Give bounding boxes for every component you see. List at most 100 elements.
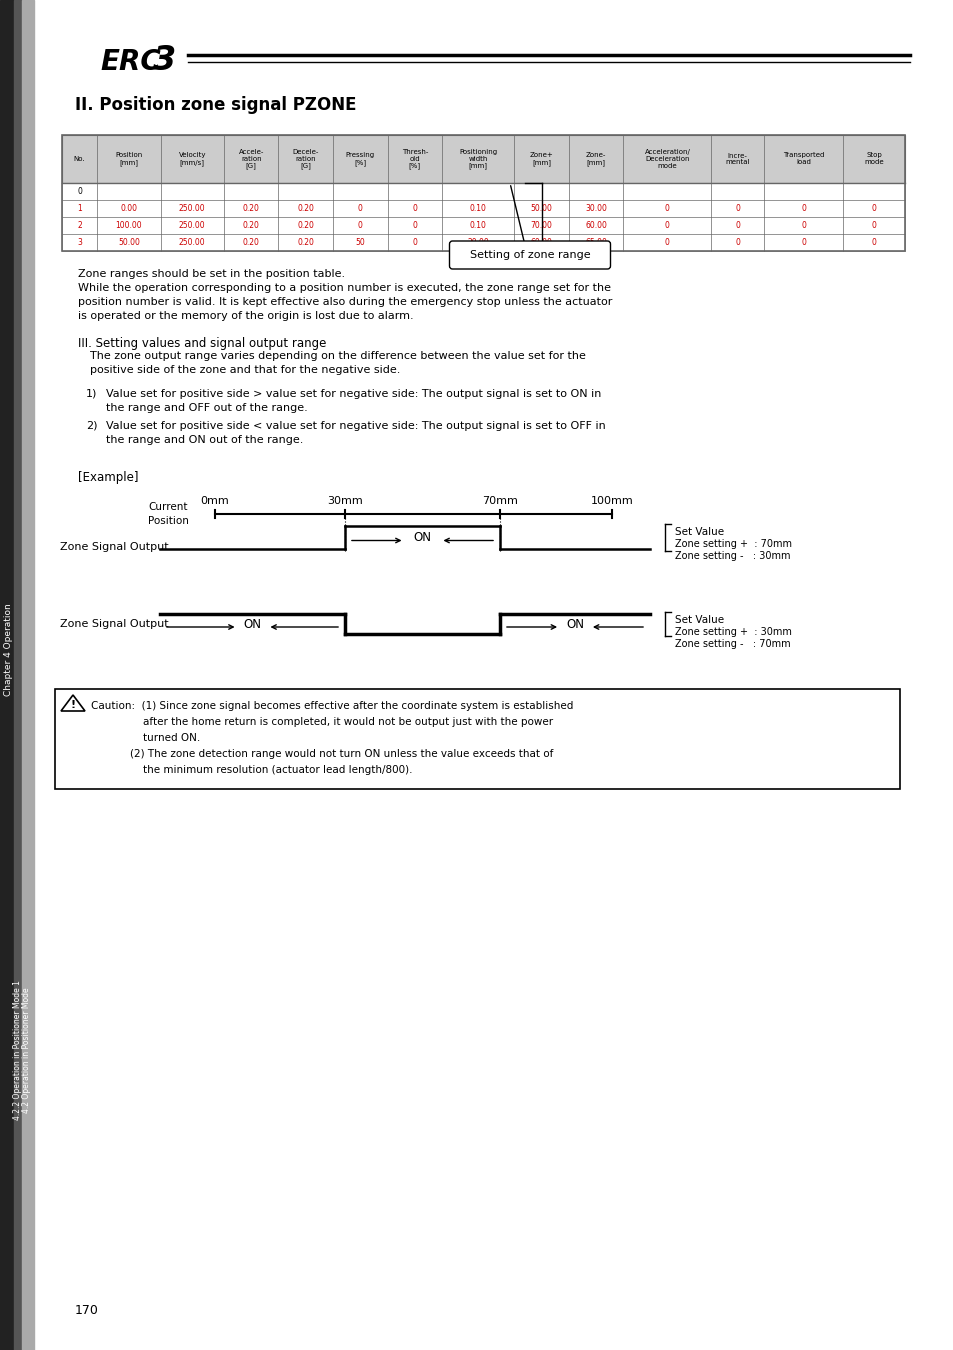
Polygon shape [61, 695, 85, 711]
Text: Chapter 4 Operation: Chapter 4 Operation [5, 603, 13, 697]
Text: Zone setting +  : 30mm: Zone setting + : 30mm [675, 626, 791, 637]
Bar [62, 135, 904, 184]
Text: 0: 0 [412, 221, 416, 230]
Text: ERC: ERC [100, 49, 161, 76]
Text: Pressing
[%]: Pressing [%] [345, 153, 375, 166]
Bar [62, 217, 904, 234]
Text: Velocity
[mm/s]: Velocity [mm/s] [178, 153, 206, 166]
Text: ON: ON [243, 617, 261, 630]
Bar [0, 0, 14, 1350]
Text: 2): 2) [86, 421, 97, 431]
Text: 0.20: 0.20 [297, 221, 314, 230]
Text: 30mm: 30mm [327, 495, 362, 506]
Text: 0: 0 [871, 238, 876, 247]
Text: 0: 0 [357, 204, 362, 213]
Text: 70.00: 70.00 [530, 221, 552, 230]
Text: 3: 3 [152, 43, 176, 77]
Text: Zone setting +  : 70mm: Zone setting + : 70mm [675, 539, 791, 549]
Text: after the home return is completed, it would not be output just with the power: after the home return is completed, it w… [91, 717, 553, 728]
Text: 0: 0 [664, 221, 669, 230]
Text: 0.10: 0.10 [469, 221, 486, 230]
Text: 0.20: 0.20 [297, 238, 314, 247]
Text: 0: 0 [664, 238, 669, 247]
Text: the range and ON out of the range.: the range and ON out of the range. [106, 435, 303, 446]
Text: Set Value: Set Value [675, 526, 723, 537]
Text: III. Setting values and signal output range: III. Setting values and signal output ra… [78, 338, 326, 350]
Text: Incre-
mental: Incre- mental [725, 153, 749, 166]
Text: 0mm: 0mm [200, 495, 229, 506]
Text: ON: ON [413, 531, 431, 544]
Text: 60.00: 60.00 [584, 221, 606, 230]
Text: II. Position zone signal PZONE: II. Position zone signal PZONE [75, 96, 356, 113]
Text: is operated or the memory of the origin is lost due to alarm.: is operated or the memory of the origin … [78, 310, 414, 321]
Text: 0.00: 0.00 [120, 204, 137, 213]
Text: ON: ON [565, 617, 583, 630]
Text: The zone output range varies depending on the difference between the value set f: The zone output range varies depending o… [90, 351, 585, 360]
Text: Positioning
width
[mm]: Positioning width [mm] [458, 148, 497, 169]
Text: 0: 0 [664, 204, 669, 213]
Text: position number is valid. It is kept effective also during the emergency stop un: position number is valid. It is kept eff… [78, 297, 612, 306]
Text: Current
Position: Current Position [148, 502, 189, 526]
Text: 250.00: 250.00 [179, 221, 205, 230]
Text: 30.00: 30.00 [584, 204, 606, 213]
Text: the minimum resolution (actuator lead length/800).: the minimum resolution (actuator lead le… [91, 765, 412, 775]
Text: 100.00: 100.00 [115, 221, 142, 230]
Text: Acceleration/
Deceleration
mode: Acceleration/ Deceleration mode [644, 148, 690, 169]
Text: Transported
load: Transported load [782, 153, 823, 166]
Text: Thresh-
old
[%]: Thresh- old [%] [401, 148, 428, 169]
Text: 20.00: 20.00 [467, 238, 489, 247]
Text: Setting of zone range: Setting of zone range [469, 250, 590, 261]
Bar [62, 135, 904, 251]
Text: Zone+
[mm]: Zone+ [mm] [529, 153, 553, 166]
Text: Zone setting -   : 30mm: Zone setting - : 30mm [675, 551, 790, 562]
Text: 1: 1 [77, 204, 82, 213]
Text: 0.20: 0.20 [242, 221, 259, 230]
Text: positive side of the zone and that for the negative side.: positive side of the zone and that for t… [90, 364, 400, 375]
Text: Stop
mode: Stop mode [863, 153, 883, 166]
Text: Set Value: Set Value [675, 616, 723, 625]
Text: 0: 0 [735, 221, 740, 230]
Text: Accele-
ration
[G]: Accele- ration [G] [238, 148, 264, 169]
Bar [62, 200, 904, 217]
Text: 0: 0 [412, 238, 416, 247]
Text: 0.10: 0.10 [469, 204, 486, 213]
Bar [62, 234, 904, 251]
Text: 60.00: 60.00 [530, 238, 552, 247]
Text: 0: 0 [801, 204, 805, 213]
Text: 170: 170 [75, 1304, 99, 1316]
Text: 0: 0 [801, 238, 805, 247]
Text: 100mm: 100mm [590, 495, 633, 506]
Text: 1): 1) [86, 389, 97, 400]
Text: 0.20: 0.20 [297, 204, 314, 213]
Text: 2: 2 [77, 221, 82, 230]
Text: 0: 0 [735, 238, 740, 247]
Text: While the operation corresponding to a position number is executed, the zone ran: While the operation corresponding to a p… [78, 284, 610, 293]
Text: 0: 0 [735, 204, 740, 213]
Text: 0: 0 [801, 221, 805, 230]
Text: 50.00: 50.00 [530, 204, 552, 213]
Text: Zone Signal Output: Zone Signal Output [60, 620, 169, 629]
Text: Zone-
[mm]: Zone- [mm] [585, 153, 606, 166]
Text: Value set for positive side > value set for negative side: The output signal is : Value set for positive side > value set … [106, 389, 600, 400]
Text: the range and OFF out of the range.: the range and OFF out of the range. [106, 404, 308, 413]
Text: 70mm: 70mm [481, 495, 517, 506]
Text: (2) The zone detection range would not turn ON unless the value exceeds that of: (2) The zone detection range would not t… [91, 749, 553, 759]
Bar [14, 0, 22, 1350]
Text: Zone setting -   : 70mm: Zone setting - : 70mm [675, 639, 790, 649]
Text: No.: No. [73, 157, 86, 162]
Text: Caution:  (1) Since zone signal becomes effective after the coordinate system is: Caution: (1) Since zone signal becomes e… [91, 701, 573, 711]
FancyBboxPatch shape [449, 242, 610, 269]
Text: 250.00: 250.00 [179, 204, 205, 213]
Text: Position
[mm]: Position [mm] [115, 153, 142, 166]
Text: 0.20: 0.20 [242, 204, 259, 213]
Text: 4.2.2 Operation in Positioner Mode 1: 4.2.2 Operation in Positioner Mode 1 [13, 980, 23, 1120]
Bar [55, 688, 899, 788]
Text: turned ON.: turned ON. [91, 733, 200, 743]
Text: Decele-
ration
[G]: Decele- ration [G] [293, 148, 318, 169]
Bar [22, 0, 34, 1350]
Text: 50.00: 50.00 [118, 238, 140, 247]
Text: 0: 0 [77, 188, 82, 196]
Text: 50: 50 [355, 238, 365, 247]
Text: Zone ranges should be set in the position table.: Zone ranges should be set in the positio… [78, 269, 345, 279]
Text: !: ! [71, 701, 75, 710]
